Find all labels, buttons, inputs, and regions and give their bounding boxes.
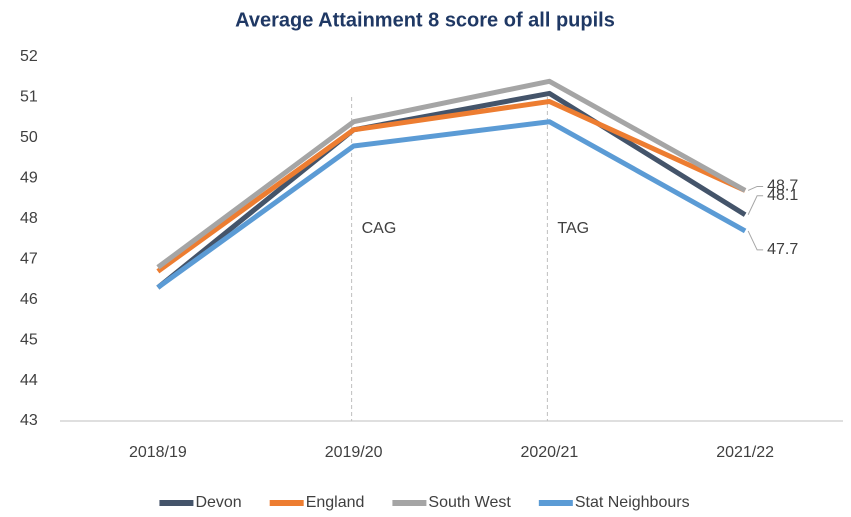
x-tick-label: 2019/20 — [325, 444, 383, 461]
legend-item: Devon — [159, 494, 242, 511]
y-tick-label: 45 — [20, 331, 38, 348]
annotation: TAG — [557, 220, 589, 237]
legend-label: South West — [428, 494, 511, 511]
legend-item: England — [269, 494, 365, 511]
y-tick-label: 51 — [20, 89, 38, 106]
y-tick-label: 46 — [20, 291, 38, 308]
y-tick-label: 43 — [20, 412, 38, 429]
data-label: 47.7 — [767, 241, 798, 258]
chart-title: Average Attainment 8 score of all pupils — [235, 9, 615, 31]
annotation: CAG — [362, 220, 397, 237]
legend-label: Devon — [195, 494, 241, 511]
line — [156, 90, 747, 290]
y-tick-label: 49 — [20, 170, 38, 187]
y-tick-label: 44 — [20, 372, 38, 389]
legend-label: England — [306, 494, 365, 511]
line — [156, 98, 747, 274]
data-label: 48.1 — [767, 187, 798, 204]
legend-label: Stat Neighbours — [575, 494, 690, 511]
leader-line — [747, 195, 764, 215]
line — [156, 78, 747, 270]
legend-item: Stat Neighbours — [538, 494, 690, 511]
y-tick-label: 50 — [20, 129, 38, 146]
x-tick-label: 2020/21 — [520, 444, 578, 461]
leader-line — [747, 185, 764, 191]
legend-item: South West — [392, 494, 511, 511]
y-tick-label: 47 — [20, 250, 38, 267]
y-tick-label: 52 — [20, 48, 38, 65]
line — [156, 119, 747, 290]
x-tick-label: 2018/19 — [129, 444, 187, 461]
data-label: 48.7 — [767, 178, 798, 195]
leader-line — [747, 230, 764, 251]
y-tick-label: 48 — [20, 210, 38, 227]
x-tick-label: 2021/22 — [716, 444, 774, 461]
